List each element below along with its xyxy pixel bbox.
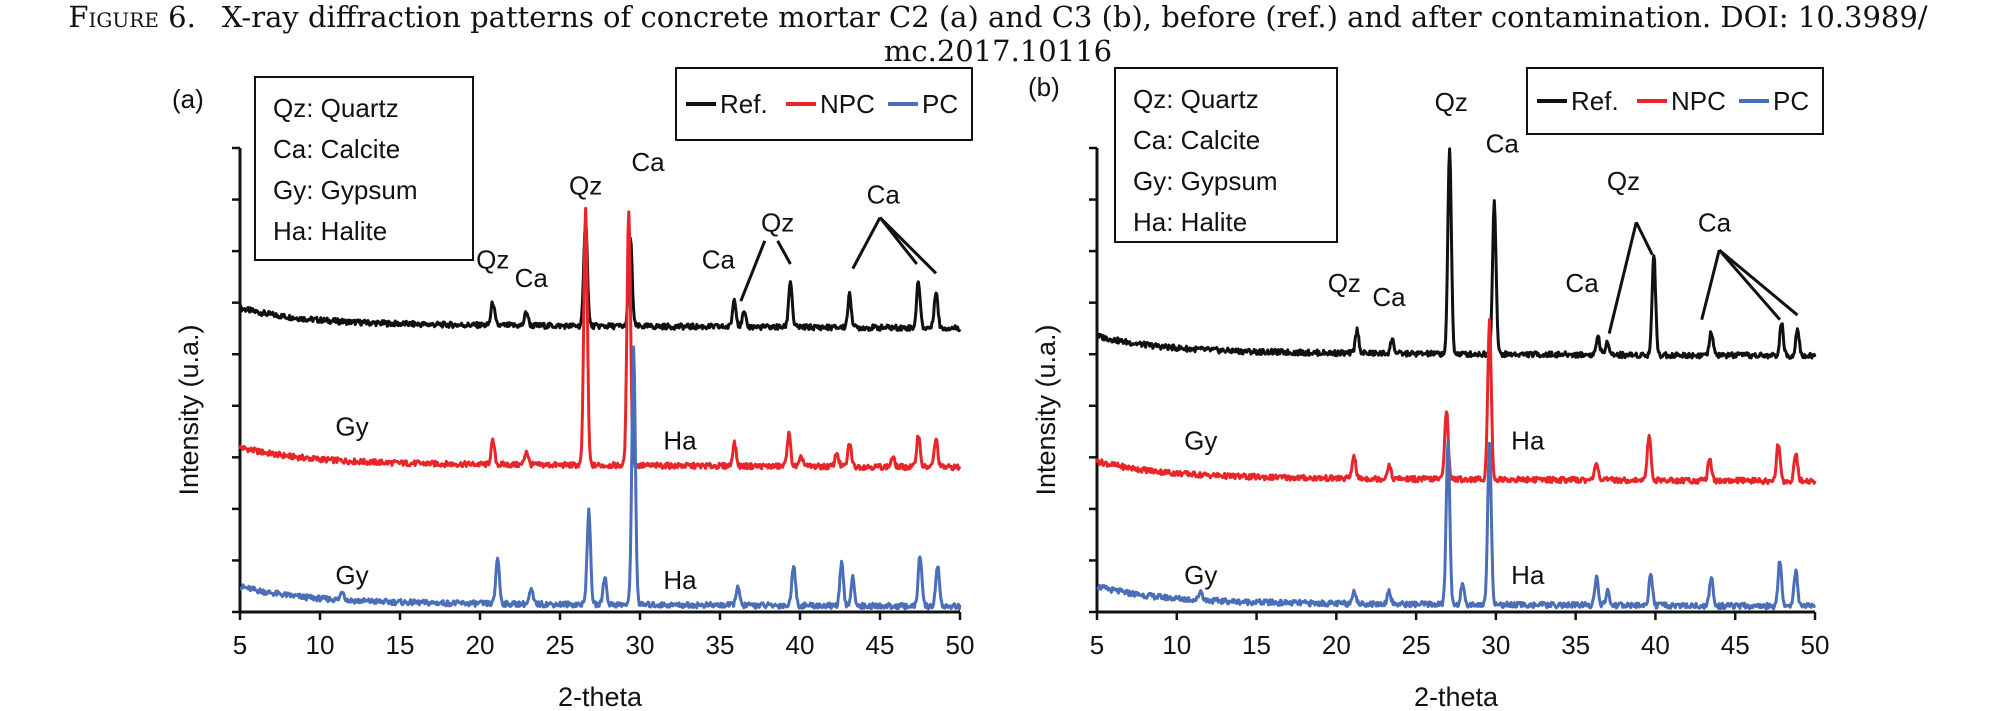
x-tick-label: 45 bbox=[866, 630, 895, 660]
peak-annotation: Qz bbox=[1328, 268, 1361, 298]
phase-legend-entry: Gy: Gypsum bbox=[273, 175, 417, 205]
caption-line-2: mc.2017.10116 bbox=[883, 34, 1113, 68]
annotation-pointer bbox=[1700, 249, 1721, 321]
x-tick-label: 25 bbox=[546, 630, 575, 660]
phase-legend-box bbox=[1114, 67, 1338, 243]
peak-annotation: Ca bbox=[702, 245, 736, 275]
peak-annotation: Ca bbox=[515, 263, 549, 293]
legend-entry: NPC bbox=[1671, 86, 1726, 116]
series-line-npc bbox=[1095, 318, 1817, 486]
x-tick-label: 35 bbox=[1561, 630, 1590, 660]
peak-annotation: Qz bbox=[569, 170, 602, 200]
x-tick-label: 30 bbox=[626, 630, 655, 660]
figure-caption: Figure 6. X-ray diffraction patterns of c… bbox=[0, 0, 1996, 68]
caption-text: X-ray diffraction patterns of concrete m… bbox=[221, 0, 1928, 34]
x-tick-label: 5 bbox=[1090, 630, 1104, 660]
legend-entry: PC bbox=[922, 89, 958, 119]
x-tick-label: 20 bbox=[1322, 630, 1351, 660]
x-tick-label: 5 bbox=[233, 630, 247, 660]
annotation-pointer bbox=[1607, 221, 1638, 334]
x-tick-label: 40 bbox=[786, 630, 815, 660]
peak-annotation: Qz bbox=[1607, 166, 1640, 196]
caption-line-1: Figure 6. X-ray diffraction patterns of c… bbox=[0, 0, 1996, 34]
x-axis-label: 2-theta bbox=[558, 682, 643, 711]
x-tick-label: 15 bbox=[386, 630, 415, 660]
peak-annotation: Ha bbox=[663, 426, 697, 456]
legend-entry: Ref. bbox=[720, 89, 768, 119]
x-tick-label: 50 bbox=[1801, 630, 1830, 660]
annotation-pointer bbox=[1634, 221, 1654, 256]
series-line-ref bbox=[238, 220, 962, 333]
x-tick-label: 45 bbox=[1721, 630, 1750, 660]
annotation-pointer bbox=[776, 240, 792, 265]
phase-legend-entry: Ca: Calcite bbox=[1133, 125, 1260, 155]
y-axis-label: Intensity (u.a.) bbox=[1031, 324, 1061, 495]
phase-legend-entry: Qz: Quartz bbox=[1133, 84, 1259, 114]
peak-annotation: Qz bbox=[476, 245, 509, 275]
phase-legend-entry: Ca: Calcite bbox=[273, 134, 400, 164]
peak-annotation: Ca bbox=[1698, 208, 1732, 238]
legend-entry: NPC bbox=[820, 89, 875, 119]
peak-annotation: Ca bbox=[1565, 268, 1599, 298]
x-tick-label: 15 bbox=[1242, 630, 1271, 660]
peak-annotation: Ca bbox=[631, 147, 665, 177]
x-tick-label: 35 bbox=[706, 630, 735, 660]
annotation-pointer bbox=[1718, 248, 1799, 317]
phase-legend-entry: Ha: Halite bbox=[273, 216, 387, 246]
panel-label: (a) bbox=[172, 84, 204, 114]
legend-entry: Ref. bbox=[1571, 86, 1619, 116]
x-tick-label: 30 bbox=[1481, 630, 1510, 660]
series-line-pc bbox=[1096, 440, 1817, 611]
x-tick-label: 50 bbox=[946, 630, 975, 660]
peak-annotation: Ha bbox=[1511, 560, 1545, 590]
peak-annotation: Ha bbox=[1511, 426, 1545, 456]
series-line-pc bbox=[239, 345, 962, 611]
x-tick-label: 25 bbox=[1402, 630, 1431, 660]
series-line-npc bbox=[238, 206, 962, 472]
series-legend-box bbox=[1526, 67, 1824, 135]
annotation-pointer bbox=[739, 240, 767, 302]
peak-annotation: Ca bbox=[1372, 282, 1406, 312]
legend-entry: PC bbox=[1773, 86, 1809, 116]
phase-legend-entry: Gy: Gypsum bbox=[1133, 166, 1277, 196]
x-tick-label: 20 bbox=[466, 630, 495, 660]
peak-annotation: Gy bbox=[335, 560, 368, 590]
series-legend-box bbox=[675, 67, 973, 141]
peak-annotation: Ca bbox=[1486, 129, 1520, 159]
panel-label: (b) bbox=[1028, 72, 1060, 102]
annotation-pointer bbox=[1718, 249, 1782, 321]
x-tick-label: 40 bbox=[1641, 630, 1670, 660]
x-tick-label: 10 bbox=[1162, 630, 1191, 660]
series-line-ref bbox=[1096, 147, 1817, 360]
x-axis-label: 2-theta bbox=[1414, 682, 1499, 711]
x-tick-label: 10 bbox=[306, 630, 335, 660]
peak-annotation: Gy bbox=[1184, 426, 1217, 456]
peak-annotation: Ca bbox=[867, 180, 901, 210]
peak-annotation: Ha bbox=[663, 565, 697, 595]
annotation-pointer bbox=[851, 216, 882, 270]
caption-label: Figure 6. bbox=[68, 0, 196, 34]
peak-annotation: Qz bbox=[1435, 87, 1468, 117]
peak-annotation: Qz bbox=[761, 208, 794, 238]
phase-legend-entry: Ha: Halite bbox=[1133, 207, 1247, 237]
peak-annotation: Gy bbox=[1184, 560, 1217, 590]
phase-legend-entry: Qz: Quartz bbox=[273, 93, 399, 123]
annotation-pointer bbox=[878, 216, 938, 275]
y-axis-label: Intensity (u.a.) bbox=[174, 324, 204, 495]
peak-annotation: Gy bbox=[335, 412, 368, 442]
phase-legend-box bbox=[254, 76, 474, 261]
